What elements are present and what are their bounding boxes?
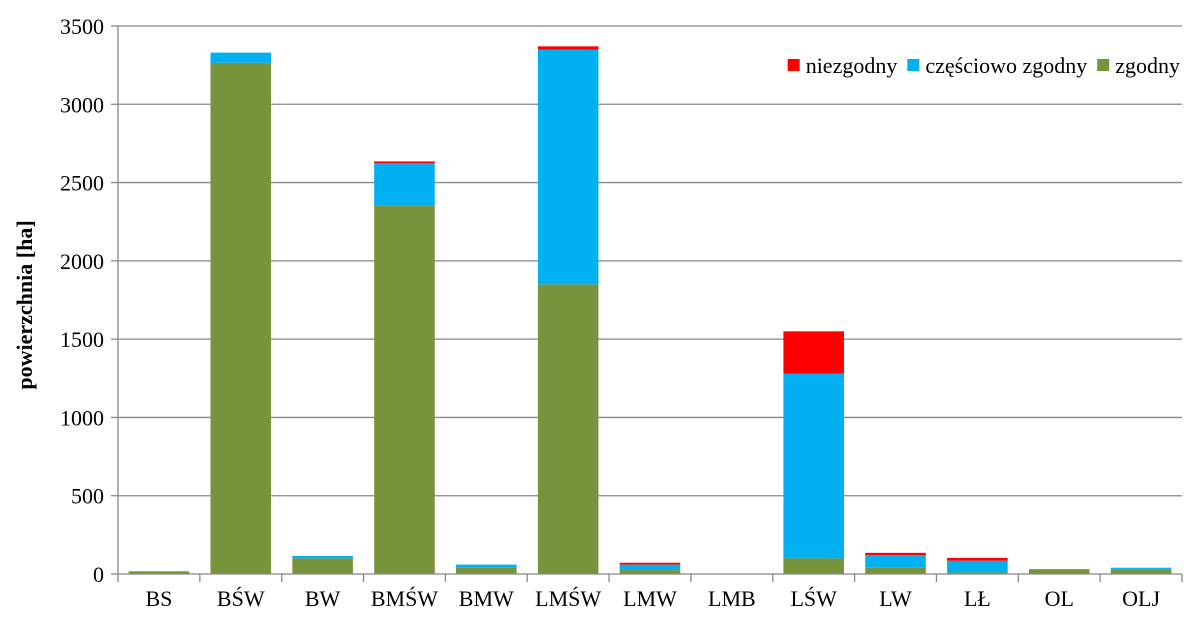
y-tick-label: 0 (93, 562, 104, 587)
bar-segment (619, 562, 681, 565)
y-tick-label: 2500 (60, 171, 104, 196)
bar-segment (1110, 569, 1172, 574)
bars (128, 46, 1172, 575)
tick-labels: 0 500 1000 1500 2000 2500 3000 3500 BS BŚW BW BMŚW B… (60, 14, 1160, 611)
legend-swatch (1097, 59, 1110, 71)
bar-segment (619, 564, 681, 571)
bar-segment (947, 557, 1008, 561)
x-tick-label: LMW (623, 586, 677, 611)
bar-segment (1110, 567, 1172, 570)
bar-segment (783, 373, 844, 559)
bar-segment (947, 560, 1008, 573)
bar-segment (292, 558, 353, 574)
x-tick-label: LŚW (790, 586, 837, 611)
x-tick-label: BMŚW (371, 586, 438, 611)
legend: niezgodny częściowo zgodny zgodny (787, 53, 1180, 78)
bar-segment (537, 284, 599, 574)
y-tick-label: 3500 (60, 14, 104, 39)
legend-swatch (787, 59, 800, 71)
legend-label: niezgodny (806, 53, 898, 78)
bar-segment (210, 62, 272, 575)
bar-segment (537, 46, 599, 50)
y-axis-title: powierzchnia [ha] (12, 220, 37, 389)
x-tick-label: LŁ (964, 586, 991, 611)
x-tick-label: BMW (459, 586, 514, 611)
x-tick-label: OL (1045, 586, 1074, 611)
x-tick-label: LMB (708, 586, 756, 611)
bar-segment (865, 567, 926, 574)
bar-segment (865, 555, 926, 568)
bar-segment (865, 552, 926, 556)
bar-segment (1028, 569, 1090, 574)
gridlines (118, 25, 1182, 497)
x-tick-label: LMŚW (535, 586, 601, 611)
y-tick-label: 2000 (60, 249, 104, 274)
bar-segment (619, 570, 681, 574)
y-tick-label: 1500 (60, 327, 104, 352)
bar-segment (947, 572, 1008, 574)
legend-label: częściowo zgodny (925, 53, 1087, 78)
bar-segment (783, 558, 844, 574)
bar-segment (456, 564, 517, 568)
x-tick-label: BW (305, 586, 341, 611)
legend-swatch (907, 59, 920, 71)
bar-segment (456, 567, 517, 574)
bar-segment (128, 571, 190, 574)
bar-segment (783, 331, 844, 374)
x-tick-label: BS (145, 586, 172, 611)
x-tick-label: LW (879, 586, 912, 611)
bar-segment (537, 49, 599, 285)
x-tick-label: OLJ (1122, 586, 1160, 611)
legend-label: zgodny (1115, 53, 1180, 78)
y-tick-label: 3000 (60, 92, 104, 117)
bar-segment (374, 161, 435, 163)
bar-segment (374, 163, 435, 206)
y-tick-label: 1000 (60, 405, 104, 430)
axes (111, 25, 1183, 582)
y-tick-label: 500 (71, 484, 104, 509)
bar-segment (210, 52, 272, 63)
bar-segment (292, 555, 353, 559)
x-tick-label: BŚW (217, 586, 265, 611)
bar-segment (374, 205, 435, 574)
